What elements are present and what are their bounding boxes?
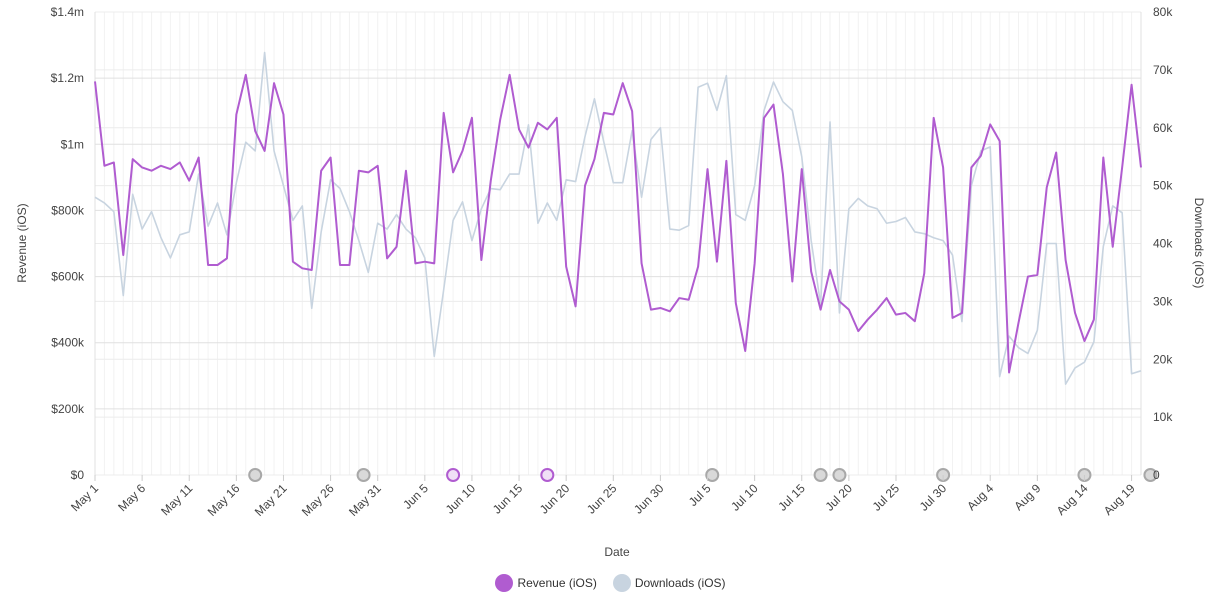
- series-line-revenue: [94, 73, 1142, 374]
- x-tick-label: Aug 19: [1101, 481, 1138, 518]
- x-axis-title: Date: [604, 545, 630, 559]
- x-tick-label: Jul 10: [728, 481, 761, 514]
- x-tick-label: Jun 30: [631, 481, 667, 517]
- y-right-tick-label: 0: [1153, 468, 1160, 482]
- legend-item-revenue[interactable]: Revenue (iOS): [495, 574, 597, 592]
- event-marker-grey[interactable]: [1143, 468, 1158, 482]
- x-tick-label: Jul 25: [870, 481, 903, 514]
- y-left-tick-label: $200k: [51, 402, 85, 416]
- legend-label-downloads: Downloads (iOS): [634, 576, 726, 590]
- y-left-axis-title: Revenue (iOS): [15, 203, 29, 282]
- y-left-tick-label: $400k: [51, 336, 85, 350]
- grid-lines: [94, 11, 1142, 476]
- y-left-tick-label: $600k: [51, 270, 85, 284]
- x-tick-label: Aug 4: [964, 481, 996, 513]
- x-tick-label: Jun 5: [400, 481, 431, 512]
- x-tick-label: Jul 20: [822, 481, 855, 514]
- y-left-tick-label: $800k: [51, 203, 85, 217]
- x-tick-label: May 21: [252, 481, 290, 519]
- legend-item-downloads[interactable]: Downloads (iOS): [612, 574, 726, 592]
- y-right-tick-label: 70k: [1153, 63, 1173, 77]
- y-left-tick-label: $1m: [61, 137, 84, 151]
- y-right-axis-title: Downloads (iOS): [1192, 198, 1206, 289]
- y-right-tick-label: 30k: [1153, 294, 1173, 308]
- event-marker-purple[interactable]: [446, 468, 461, 482]
- legend-label-revenue: Revenue (iOS): [517, 576, 597, 590]
- y-right-tick-label: 20k: [1153, 352, 1173, 366]
- y-right-tick-label: 50k: [1153, 179, 1173, 193]
- chart-legend: Revenue (iOS) Downloads (iOS): [0, 574, 1221, 592]
- legend-swatch-revenue: [495, 574, 514, 592]
- x-tick-label: Jun 10: [443, 481, 479, 517]
- y-left-tick-label: $1.4m: [51, 5, 84, 19]
- x-tick-label: May 11: [158, 481, 195, 518]
- x-tick-label: May 1: [68, 481, 101, 514]
- event-marker-purple[interactable]: [540, 468, 555, 482]
- x-tick-label: May 16: [205, 481, 243, 519]
- event-marker-grey[interactable]: [356, 468, 371, 482]
- y-left-tick-label: $1.2m: [51, 71, 84, 85]
- event-marker-grey[interactable]: [813, 468, 828, 482]
- event-marker-grey[interactable]: [705, 468, 720, 482]
- x-tick-label: Jun 15: [490, 481, 526, 517]
- x-tick-label: Jul 5: [686, 481, 714, 509]
- legend-swatch-downloads: [612, 574, 631, 592]
- event-markers: [248, 468, 1158, 482]
- x-tick-label: May 6: [115, 481, 148, 514]
- x-tick-label: May 31: [346, 481, 384, 519]
- event-marker-grey[interactable]: [832, 468, 847, 482]
- y-right-tick-label: 80k: [1153, 5, 1173, 19]
- x-tick-label: Aug 14: [1054, 481, 1091, 518]
- x-tick-label: Jun 20: [537, 481, 573, 517]
- y-right-tick-label: 60k: [1153, 121, 1173, 135]
- x-tick-label: Aug 9: [1011, 481, 1043, 513]
- series-lines: [94, 51, 1142, 385]
- x-tick-label: Jun 25: [584, 481, 620, 517]
- y-right-tick-label: 10k: [1153, 410, 1173, 424]
- y-left-tick-label: $0: [71, 468, 85, 482]
- event-marker-grey[interactable]: [248, 468, 263, 482]
- y-right-tick-label: 40k: [1153, 237, 1173, 251]
- x-tick-label: Jul 30: [917, 481, 950, 514]
- x-tick-label: Jul 15: [775, 481, 808, 514]
- x-tick-label: May 26: [299, 481, 337, 519]
